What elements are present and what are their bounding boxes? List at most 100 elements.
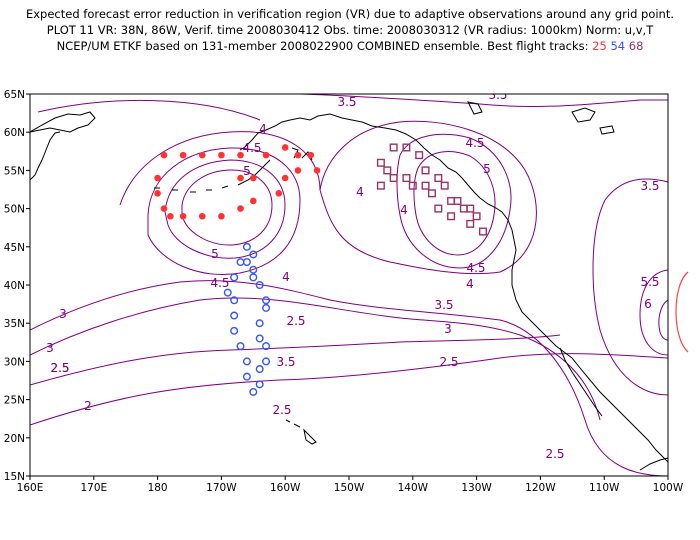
track-54-point [255, 365, 264, 374]
flight-tracks [154, 143, 487, 396]
track-68-point [453, 196, 462, 205]
track-54-point [242, 242, 251, 251]
track-25-point [250, 197, 257, 205]
track-68-point [478, 227, 487, 236]
track-68-point [440, 181, 449, 190]
track-25-point [275, 190, 283, 197]
track-68-point [427, 189, 436, 198]
contour-label: 2.5 [286, 314, 305, 328]
track-54-point [249, 250, 258, 259]
lat-tick-label: 60N [4, 127, 25, 139]
contour-label: 5.5 [640, 275, 659, 289]
lat-tick-label: 55N [4, 165, 25, 177]
track-25-point [218, 212, 225, 220]
title-line-3: NCEP/UM ETKF based on 131-member 2008022… [0, 38, 700, 54]
track-68-point [466, 204, 475, 213]
track-68-point [421, 181, 430, 190]
contour-label: 4.5 [210, 276, 229, 290]
contour-label: 2.5 [272, 403, 291, 417]
lon-tick-label: 160W [270, 482, 301, 494]
track-54-point [236, 342, 245, 351]
track-25-point [179, 212, 187, 220]
track-25-point [250, 174, 257, 182]
lon-tick-label: 170E [80, 482, 107, 494]
track-54-point [262, 303, 271, 312]
track-68-point [447, 212, 456, 221]
contour-label: 3.5 [434, 298, 453, 312]
track-25-point [237, 205, 244, 212]
contour-label: 4 [356, 185, 364, 199]
contour-label: 4.5 [242, 141, 261, 155]
contour-label: 3.5 [276, 355, 295, 369]
contour-label: 4 [466, 277, 474, 291]
contour-label: 4.5 [466, 261, 485, 275]
track-54-point [230, 273, 239, 282]
lat-tick-label: 25N [4, 395, 25, 407]
vr-circle [675, 271, 689, 353]
track-68-point [459, 204, 468, 213]
track-68-point [421, 166, 430, 175]
track-25-point [154, 174, 161, 182]
map-title: Expected forecast error reduction in ver… [0, 6, 700, 54]
lat-tick-label: 45N [4, 242, 25, 254]
track-54-point [230, 326, 239, 335]
track-25-point [281, 174, 289, 182]
contour-label: 4 [282, 270, 290, 284]
track-label-68: 68 [628, 39, 644, 53]
track-25-point [160, 205, 168, 212]
track-54-point [255, 319, 264, 328]
track-label-25: 25 [592, 39, 607, 53]
longitude-ticks: 160E 170E 180 170W 160W 150W 140W 130W 120W 110W 1… [17, 476, 684, 494]
track-68-point [447, 196, 456, 205]
track-68-point [376, 158, 385, 167]
track-25-point [281, 144, 289, 151]
track-68-point [389, 143, 398, 152]
title-line-3-prefix: NCEP/UM ETKF based on 131-member 2008022… [56, 39, 589, 53]
plot-area: 3.5 3.5 4 4.5 5 4 4 4.5 5 3.5 5.5 6 5 4.5 4 4.5 4 3.5 3 3 3 2… [30, 94, 668, 476]
lat-tick-label: 30N [4, 356, 25, 368]
track-25-point [198, 151, 206, 159]
track-68-point [434, 204, 443, 213]
track-54-point [249, 265, 258, 274]
track-54-point [242, 372, 251, 381]
lat-tick-label: 35N [4, 318, 25, 330]
lat-tick-label: 50N [4, 204, 25, 216]
contour-label: 3 [444, 322, 452, 336]
track-68-point [376, 181, 385, 190]
track-68-point [472, 212, 481, 221]
track-54-point [255, 334, 264, 343]
contour-label: 3 [46, 341, 54, 355]
contour-label: 5 [243, 164, 251, 178]
track-68-point [383, 166, 392, 175]
lon-tick-label: 160E [17, 482, 44, 494]
track-25-point [262, 151, 270, 159]
contour-label: 2.5 [545, 447, 564, 461]
track-68-point [408, 181, 417, 190]
track-54-point [249, 387, 258, 396]
lon-tick-label: 100W [653, 482, 684, 494]
track-25-point [167, 212, 174, 220]
track-25-point [179, 151, 187, 159]
track-54-point [255, 380, 264, 389]
lon-tick-label: 130W [461, 482, 492, 494]
track-68-point [389, 174, 398, 183]
track-54-point [230, 311, 239, 320]
track-54-point [236, 258, 245, 267]
track-25-point [218, 151, 225, 159]
lat-tick-label: 65N [4, 89, 25, 101]
track-68-point [415, 151, 424, 160]
track-68-point [402, 174, 411, 183]
contour-label: 2.5 [50, 361, 69, 375]
contour-label: 5 [483, 162, 491, 176]
track-25-point [160, 151, 168, 159]
coastlines [30, 101, 668, 471]
contour-label: 3 [59, 307, 67, 321]
plot-frame [29, 93, 669, 477]
track-68-point [434, 174, 443, 183]
track-54-point [223, 288, 232, 297]
track-25-point [313, 167, 321, 174]
lon-tick-label: 150W [334, 482, 365, 494]
title-line-2: PLOT 11 VR: 38N, 86W, Verif. time 200803… [46, 23, 654, 37]
track-54-point [242, 258, 251, 267]
